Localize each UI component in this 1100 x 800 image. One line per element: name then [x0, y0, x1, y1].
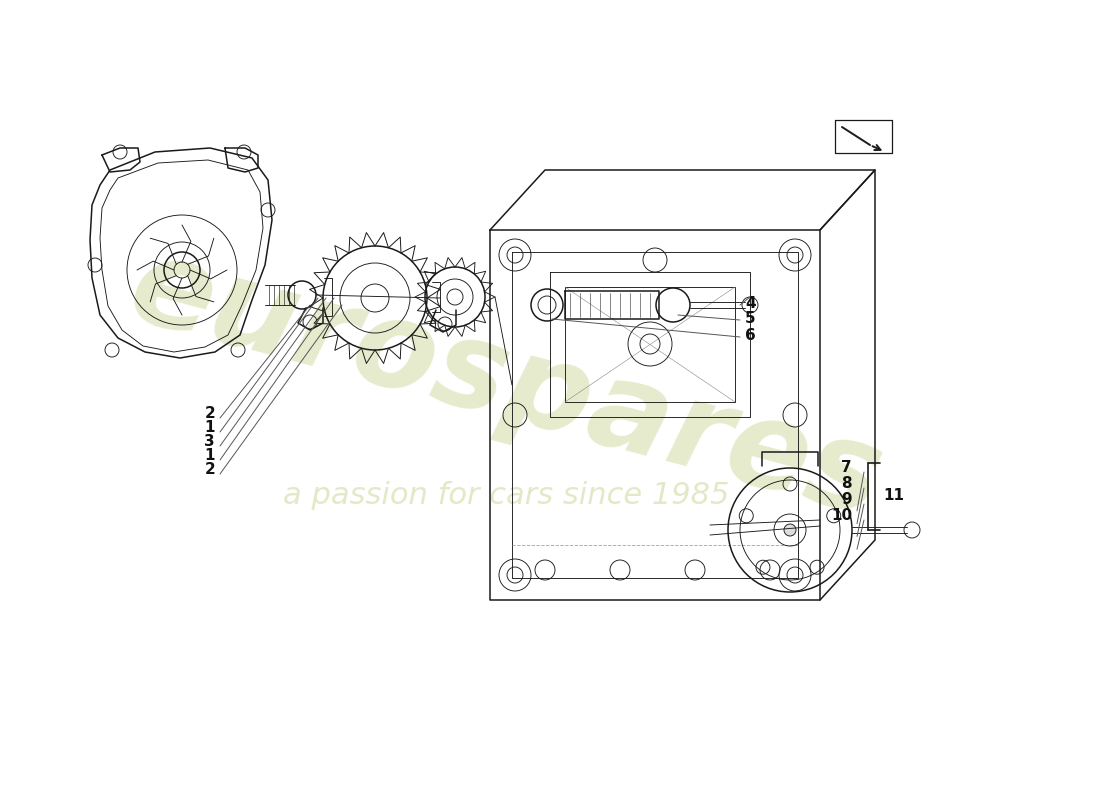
Circle shape: [784, 524, 796, 536]
Text: 2: 2: [205, 462, 214, 477]
Text: 9: 9: [842, 492, 852, 507]
Text: 5: 5: [745, 311, 756, 326]
Text: eurospares: eurospares: [118, 227, 894, 541]
Text: 6: 6: [745, 328, 756, 343]
Text: 8: 8: [842, 476, 852, 491]
Text: 10: 10: [830, 508, 852, 523]
Text: 1: 1: [205, 448, 214, 463]
Text: 1: 1: [205, 420, 214, 435]
Text: 11: 11: [883, 488, 904, 503]
Text: 3: 3: [205, 434, 214, 449]
Text: 7: 7: [842, 460, 852, 475]
Text: 2: 2: [205, 406, 214, 421]
Text: 4: 4: [745, 296, 756, 311]
Text: a passion for cars since 1985: a passion for cars since 1985: [283, 482, 729, 510]
